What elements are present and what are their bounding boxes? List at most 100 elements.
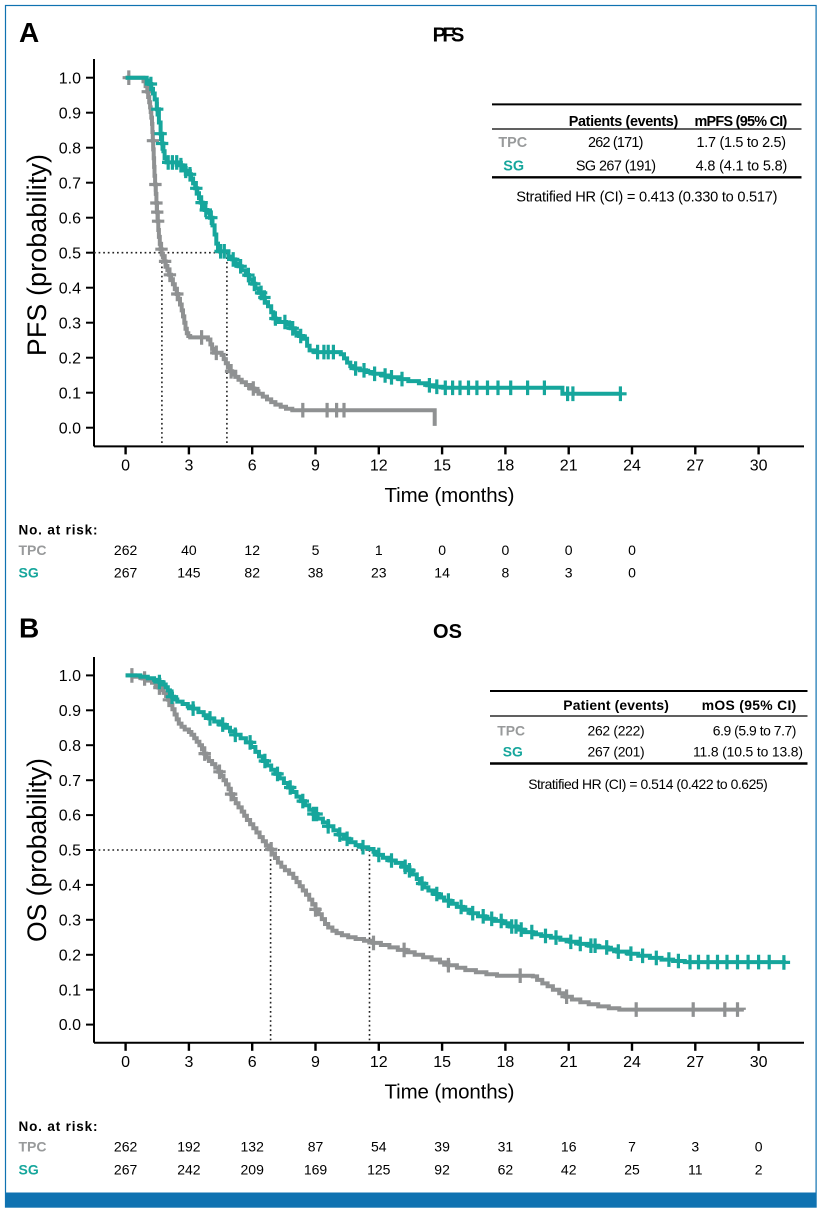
svg-text:3: 3	[691, 1139, 699, 1155]
svg-text:92: 92	[434, 1161, 450, 1177]
svg-text:Patient (events): Patient (events)	[563, 697, 669, 713]
svg-text:0.5: 0.5	[59, 843, 81, 860]
svg-text:54: 54	[371, 1139, 387, 1155]
svg-text:8: 8	[502, 565, 510, 581]
svg-text:5: 5	[312, 542, 320, 558]
svg-text:242: 242	[177, 1161, 201, 1177]
svg-text:24: 24	[623, 458, 641, 475]
svg-text:42: 42	[561, 1161, 577, 1177]
svg-text:Stratified HR (CI) = 0.413 (0.: Stratified HR (CI) = 0.413 (0.330 to 0.5…	[516, 189, 777, 205]
svg-text:0: 0	[121, 1054, 130, 1071]
svg-text:3: 3	[565, 565, 573, 581]
svg-text:15: 15	[433, 458, 451, 475]
svg-text:0.1: 0.1	[59, 385, 81, 402]
svg-text:No. at risk:: No. at risk:	[19, 523, 98, 538]
svg-text:267: 267	[114, 1161, 138, 1177]
svg-text:21: 21	[560, 458, 578, 475]
svg-text:3: 3	[184, 1054, 193, 1071]
svg-text:PFS (probability): PFS (probability)	[22, 154, 52, 356]
svg-text:15: 15	[433, 1054, 451, 1071]
svg-text:262: 262	[114, 542, 138, 558]
svg-text:11: 11	[688, 1161, 703, 1177]
svg-text:0.8: 0.8	[59, 140, 81, 157]
svg-text:262 (171): 262 (171)	[588, 135, 643, 151]
svg-text:0: 0	[755, 1139, 763, 1155]
svg-text:125: 125	[367, 1161, 391, 1177]
svg-text:0.6: 0.6	[59, 210, 81, 227]
svg-text:0.7: 0.7	[59, 175, 81, 192]
svg-text:0.0: 0.0	[59, 420, 81, 437]
svg-text:262 (222): 262 (222)	[588, 722, 645, 738]
svg-text:0: 0	[121, 458, 130, 475]
svg-text:0.5: 0.5	[59, 245, 81, 262]
svg-text:18: 18	[497, 458, 515, 475]
svg-text:TPC: TPC	[19, 542, 47, 558]
svg-text:1.7 (1.5 to 2.5): 1.7 (1.5 to 2.5)	[697, 135, 787, 151]
svg-text:Time (months): Time (months)	[385, 1081, 515, 1104]
svg-text:30: 30	[750, 1054, 768, 1071]
svg-text:OS (probability): OS (probability)	[22, 758, 52, 942]
svg-text:SG: SG	[19, 1161, 39, 1177]
svg-text:6: 6	[248, 1054, 257, 1071]
svg-text:0.3: 0.3	[59, 315, 81, 332]
svg-text:B: B	[19, 613, 39, 644]
svg-text:Time (months): Time (months)	[385, 484, 515, 507]
svg-text:24: 24	[623, 1054, 641, 1071]
svg-text:0: 0	[628, 565, 636, 581]
svg-text:27: 27	[686, 458, 704, 475]
svg-text:6.9 (5.9 to 7.7): 6.9 (5.9 to 7.7)	[713, 722, 797, 738]
svg-text:0.2: 0.2	[59, 350, 81, 367]
svg-text:27: 27	[686, 1054, 704, 1071]
svg-text:6: 6	[248, 458, 257, 475]
svg-text:14: 14	[434, 565, 450, 581]
svg-text:0.0: 0.0	[59, 1017, 81, 1034]
svg-text:9: 9	[311, 1054, 320, 1071]
svg-text:Stratified HR (CI) = 0.514 (0.: Stratified HR (CI) = 0.514 (0.422 to 0.6…	[528, 776, 768, 792]
svg-text:TPC: TPC	[498, 135, 527, 151]
svg-text:12: 12	[244, 542, 260, 558]
svg-text:0.4: 0.4	[59, 280, 81, 297]
svg-text:3: 3	[184, 458, 193, 475]
svg-text:No. at risk:: No. at risk:	[19, 1119, 98, 1134]
svg-text:16: 16	[561, 1139, 577, 1155]
svg-text:0.6: 0.6	[59, 808, 81, 825]
svg-text:A: A	[19, 17, 39, 48]
svg-text:87: 87	[308, 1139, 324, 1155]
svg-text:7: 7	[628, 1139, 636, 1155]
svg-text:21: 21	[560, 1054, 578, 1071]
svg-text:0.8: 0.8	[59, 738, 81, 755]
svg-text:0.7: 0.7	[59, 773, 81, 790]
svg-text:9: 9	[311, 458, 320, 475]
svg-text:Patients (events): Patients (events)	[569, 114, 679, 130]
svg-text:0.3: 0.3	[59, 912, 81, 929]
svg-text:30: 30	[750, 458, 768, 475]
svg-text:1.0: 1.0	[59, 70, 81, 87]
svg-text:39: 39	[434, 1139, 450, 1155]
svg-text:132: 132	[241, 1139, 265, 1155]
svg-text:0: 0	[502, 542, 510, 558]
svg-text:23: 23	[371, 565, 387, 581]
svg-text:mPFS (95% CI): mPFS (95% CI)	[694, 114, 787, 130]
svg-text:1: 1	[375, 542, 383, 558]
svg-text:262: 262	[114, 1139, 138, 1155]
svg-text:82: 82	[244, 565, 260, 581]
svg-text:0: 0	[565, 542, 573, 558]
svg-text:62: 62	[498, 1161, 514, 1177]
svg-text:12: 12	[370, 458, 388, 475]
svg-text:38: 38	[308, 565, 324, 581]
svg-text:209: 209	[241, 1161, 265, 1177]
svg-text:TPC: TPC	[497, 722, 525, 738]
svg-text:12: 12	[370, 1054, 388, 1071]
svg-text:SG: SG	[503, 743, 523, 759]
svg-text:0.9: 0.9	[59, 703, 81, 720]
svg-text:169: 169	[304, 1161, 328, 1177]
svg-text:31: 31	[498, 1139, 514, 1155]
svg-text:mOS (95% CI): mOS (95% CI)	[702, 697, 797, 713]
svg-text:267: 267	[114, 565, 138, 581]
svg-text:267 (201): 267 (201)	[588, 743, 645, 759]
svg-text:2: 2	[755, 1161, 763, 1177]
svg-text:0.2: 0.2	[59, 947, 81, 964]
svg-text:0.1: 0.1	[59, 982, 81, 999]
svg-text:PFS: PFS	[433, 24, 465, 46]
svg-text:SG: SG	[19, 565, 39, 581]
